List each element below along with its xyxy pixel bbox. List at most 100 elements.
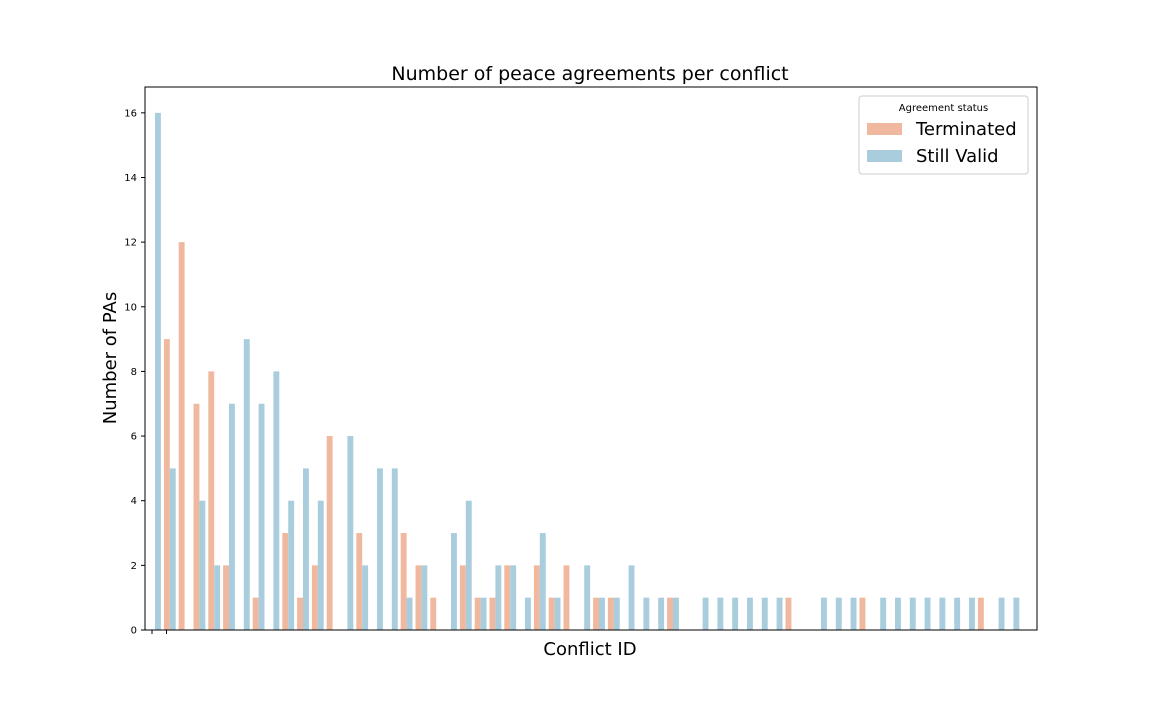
bar-still-valid-4 [214,565,221,630]
bar-terminated-28 [563,565,570,630]
bar-still-valid-3 [199,500,206,630]
bar-terminated-9 [282,533,289,630]
y-tick-label-2: 2 [131,561,137,572]
bar-still-valid-29 [584,565,591,630]
bar-still-valid-51 [909,597,916,630]
bar-still-valid-6 [243,339,250,630]
bar-terminated-26 [533,565,540,630]
bar-still-valid-17 [406,597,413,630]
bar-still-valid-13 [347,436,354,630]
bar-terminated-4 [208,371,215,630]
bar-still-valid-16 [391,468,398,630]
x-ticks-group [151,630,167,634]
bar-terminated-43 [785,597,792,630]
bar-terminated-31 [607,597,614,630]
legend-swatch-terminated [867,123,902,135]
legend: Agreement status Terminated Still Valid [858,95,1029,175]
legend-title: Agreement status [899,103,988,114]
bar-still-valid-58 [1013,597,1020,630]
bar-still-valid-15 [377,468,383,630]
bar-terminated-22 [474,597,481,630]
bar-terminated-17 [400,533,407,630]
bar-still-valid-53 [939,597,946,630]
bar-still-valid-10 [303,468,309,630]
legend-swatch-still-valid [867,150,902,162]
bar-terminated-24 [504,565,511,630]
bar-still-valid-9 [288,500,295,630]
bar-terminated-2 [178,242,185,630]
bar-still-valid-23 [495,565,502,630]
bar-still-valid-47 [850,597,857,630]
bar-still-valid-49 [880,597,887,630]
bar-terminated-23 [489,597,496,630]
bar-still-valid-30 [599,597,605,630]
bar-still-valid-33 [643,597,650,630]
bar-still-valid-38 [717,597,724,630]
bar-terminated-21 [459,565,466,630]
plot-frame [144,86,1038,631]
bar-still-valid-37 [702,597,709,630]
bar-still-valid-20 [451,533,457,630]
bar-still-valid-40 [747,597,753,630]
chart-title: Number of peace agreements per conflict [391,63,788,85]
bar-still-valid-0 [155,112,161,631]
y-tick-label-12: 12 [124,238,137,249]
bar-terminated-48 [859,597,866,630]
bar-terminated-27 [548,597,555,630]
bar-terminated-30 [593,597,599,630]
bar-terminated-19 [430,597,437,630]
y-tick-label-10: 10 [124,302,137,313]
bar-still-valid-24 [510,565,517,630]
bar-still-valid-34 [658,597,665,630]
bars-group [155,112,1020,631]
bar-terminated-18 [415,565,422,630]
bar-still-valid-1 [169,468,176,630]
bar-still-valid-11 [317,500,324,630]
y-tick-label-4: 4 [131,496,137,507]
bar-still-valid-39 [732,597,739,630]
bar-terminated-7 [252,597,259,630]
bar-still-valid-46 [835,597,842,630]
y-tick-label-16: 16 [124,108,137,119]
bar-still-valid-14 [362,565,369,630]
bar-still-valid-5 [229,403,235,630]
bar-terminated-3 [193,403,200,630]
bar-terminated-35 [667,597,673,630]
x-axis-label: Conflict ID [543,639,636,660]
bar-still-valid-27 [554,597,561,630]
bar-terminated-56 [977,597,984,630]
y-tick-label-6: 6 [131,432,137,443]
bar-terminated-14 [356,533,363,630]
bar-still-valid-55 [969,597,975,630]
y-tick-label-14: 14 [124,173,137,184]
bar-still-valid-57 [998,597,1005,630]
bar-still-valid-42 [776,597,783,630]
bar-still-valid-52 [924,597,931,630]
y-axis-label: Number of PAs [100,292,121,425]
y-ticks-group: 0 2 4 6 8 10 12 14 16 [124,108,145,637]
bar-still-valid-45 [821,597,827,630]
bar-still-valid-32 [628,565,635,630]
bar-still-valid-21 [465,500,472,630]
bar-terminated-1 [163,339,170,630]
bar-still-valid-18 [421,565,428,630]
bar-terminated-5 [223,565,229,630]
bar-terminated-10 [297,597,303,630]
bar-still-valid-31 [613,597,620,630]
legend-label-still-valid: Still Valid [916,146,999,167]
bar-still-valid-54 [954,597,961,630]
bar-still-valid-50 [895,597,901,630]
bar-still-valid-8 [273,371,280,630]
bar-still-valid-22 [480,597,487,630]
bar-still-valid-41 [761,597,768,630]
y-tick-label-0: 0 [131,626,137,637]
bar-still-valid-35 [673,597,679,630]
bar-terminated-11 [311,565,318,630]
bar-terminated-12 [326,436,333,630]
bar-still-valid-7 [258,403,265,630]
legend-label-terminated: Terminated [915,119,1017,140]
bar-still-valid-25 [525,597,531,630]
bar-still-valid-26 [539,533,546,630]
